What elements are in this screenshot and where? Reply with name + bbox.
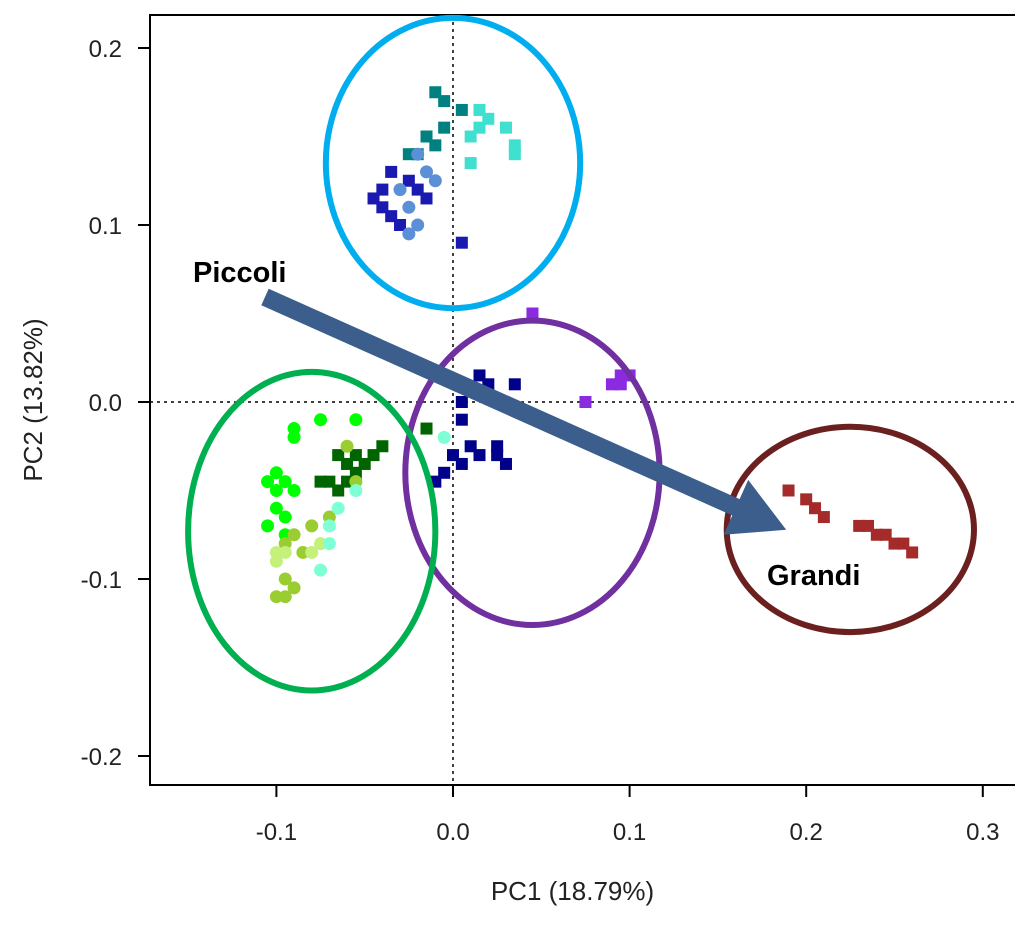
plot-frame [149, 14, 1015, 786]
data-point [402, 227, 416, 241]
data-point [429, 139, 442, 152]
data-point [393, 183, 407, 197]
data-point [402, 148, 415, 161]
data-point [269, 590, 283, 604]
x-tick-label: 0.2 [790, 819, 823, 846]
x-tick-label: 0.0 [436, 819, 469, 846]
data-point [499, 457, 512, 470]
data-point [508, 148, 521, 161]
data-point [314, 475, 327, 488]
data-point [322, 519, 336, 533]
data-point [906, 546, 919, 559]
data-point [473, 121, 486, 134]
x-tick-label: 0.1 [613, 819, 646, 846]
data-point [314, 563, 328, 577]
data-point [455, 236, 468, 249]
annotation-grandi: Grandi [767, 560, 860, 592]
data-point [287, 422, 301, 436]
data-point [782, 484, 795, 497]
data-point [420, 165, 434, 179]
plot-border [149, 14, 1015, 786]
data-point [437, 430, 451, 444]
data-point [278, 572, 292, 586]
data-point [394, 219, 407, 231]
data-point [455, 396, 468, 408]
data-point [332, 484, 345, 497]
x-tick-label: -0.1 [256, 819, 297, 846]
data-point [305, 545, 319, 559]
data-point [278, 475, 292, 489]
data-point [349, 413, 363, 427]
data-point [411, 218, 425, 232]
data-point [269, 554, 283, 568]
data-point [499, 121, 512, 134]
data-point [438, 95, 451, 108]
data-point [287, 528, 301, 542]
data-point [508, 378, 521, 391]
data-point [349, 449, 362, 462]
data-point [411, 147, 425, 161]
data-point [420, 192, 433, 205]
y-tick-label: 0.2 [89, 36, 122, 63]
data-point [269, 501, 283, 515]
y-axis-label: PC2 (13.82%) [18, 318, 48, 481]
group-ellipse [322, 14, 584, 312]
data-point [305, 519, 319, 533]
reference-lines [150, 15, 1015, 785]
data-points [261, 86, 919, 604]
data-point [340, 439, 354, 453]
data-point [464, 157, 477, 170]
data-point [349, 484, 363, 497]
group-ellipse [185, 368, 439, 694]
x-axis-label: PC1 (18.79%) [491, 876, 654, 906]
data-point [473, 449, 486, 462]
data-point [817, 511, 830, 524]
data-point [455, 457, 468, 470]
data-point [269, 466, 283, 480]
y-tick-label: 0.0 [89, 390, 122, 417]
annotation-piccoli: Piccoli [193, 257, 287, 289]
data-point [287, 581, 301, 595]
data-point [278, 545, 292, 559]
axis-ticks: -0.1 0.0 0.1 0.2 0.3 -0.2 -0.1 0.0 0.1 0.2 [81, 36, 1000, 846]
y-tick-label: -0.2 [81, 744, 122, 771]
data-point [428, 174, 442, 188]
data-point [420, 422, 433, 435]
data-point [261, 519, 275, 533]
data-point [402, 200, 416, 214]
data-point [287, 484, 301, 497]
data-point [331, 501, 345, 515]
x-tick-label: 0.3 [966, 819, 999, 846]
data-point [614, 378, 627, 391]
data-point [278, 510, 292, 524]
data-point [261, 475, 275, 489]
data-point [526, 307, 539, 320]
data-point [269, 484, 283, 497]
data-point [464, 130, 477, 143]
arrow-shape [261, 288, 787, 535]
trend-arrow [261, 288, 787, 535]
data-point [322, 537, 336, 551]
data-point [438, 121, 451, 134]
data-point [385, 165, 398, 178]
data-point [455, 103, 468, 116]
data-point [376, 440, 389, 453]
data-point [455, 413, 468, 426]
data-point [579, 396, 592, 408]
y-tick-label: -0.1 [81, 567, 122, 594]
y-tick-label: 0.1 [89, 213, 122, 240]
data-point [314, 413, 328, 427]
